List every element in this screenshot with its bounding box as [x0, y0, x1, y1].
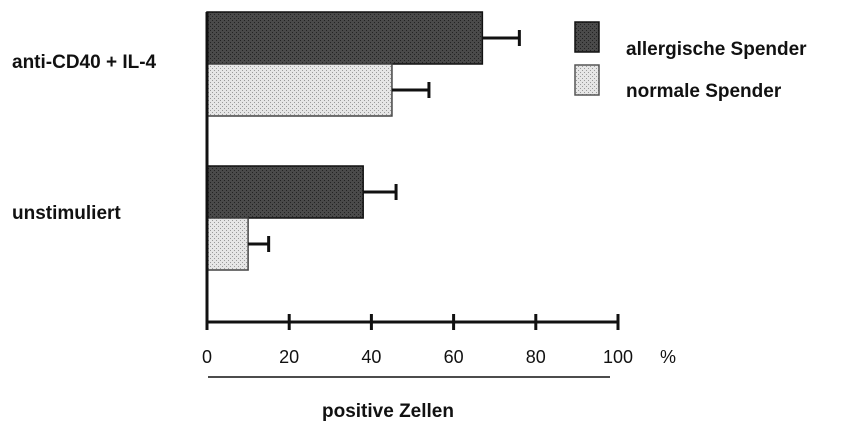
error-bars-layer: [248, 30, 521, 252]
x-tick-label-100: 100: [603, 347, 633, 367]
bar-allergische-unstimuliert: [206, 165, 364, 219]
bar-normale-unstimuliert: [206, 217, 249, 271]
x-ticks-layer: 0 20 40 60 80 100: [202, 314, 633, 367]
x-axis-title: positive Zellen: [322, 401, 454, 422]
bar-normale-anti-cd40: [206, 63, 393, 117]
legend: allergische Spender normale Spender: [574, 21, 807, 102]
legend-swatch-allergische: [574, 21, 600, 53]
category-label-unstimuliert: unstimuliert: [12, 203, 121, 224]
x-tick-label-20: 20: [279, 347, 299, 367]
x-unit-label: %: [660, 347, 676, 367]
x-tick-label-40: 40: [361, 347, 381, 367]
legend-label-allergische: allergische Spender: [626, 39, 807, 60]
legend-label-normale: normale Spender: [626, 81, 782, 102]
bars-layer: [206, 11, 484, 271]
x-tick-label-0: 0: [202, 347, 212, 367]
x-tick-label-80: 80: [526, 347, 546, 367]
bar-allergische-anti-cd40: [206, 11, 484, 65]
x-tick-label-60: 60: [444, 347, 464, 367]
legend-swatch-normale: [574, 64, 600, 96]
category-label-anti-cd40-il4: anti-CD40 + IL-4: [12, 52, 157, 73]
